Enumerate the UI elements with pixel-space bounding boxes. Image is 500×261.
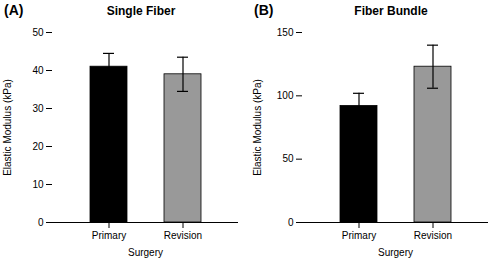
svg-text:Revision: Revision xyxy=(414,230,452,241)
svg-text:100: 100 xyxy=(277,90,294,101)
svg-text:50: 50 xyxy=(32,27,44,38)
html-text:Fiber Bundle: Fiber Bundle xyxy=(354,4,428,18)
html-text:(B): (B) xyxy=(254,2,274,18)
svg-text:0: 0 xyxy=(38,217,44,228)
svg-text:20: 20 xyxy=(32,141,44,152)
html-text:Single Fiber: Single Fiber xyxy=(106,4,176,18)
svg-text:10: 10 xyxy=(32,179,44,190)
svg-text:Elastic Modulus (kPa): Elastic Modulus (kPa) xyxy=(2,79,13,176)
svg-text:0: 0 xyxy=(288,217,294,228)
svg-text:40: 40 xyxy=(32,65,44,76)
svg-text:Surgery: Surgery xyxy=(128,247,163,258)
svg-text:30: 30 xyxy=(32,103,44,114)
svg-text:Surgery: Surgery xyxy=(378,247,413,258)
svg-text:150: 150 xyxy=(277,27,294,38)
svg-text:Primary: Primary xyxy=(342,230,376,241)
svg-text:50: 50 xyxy=(282,153,294,164)
svg-text:Revision: Revision xyxy=(164,230,202,241)
html-text:(A): (A) xyxy=(4,2,24,18)
svg-text:Elastic Modulus (kPa): Elastic Modulus (kPa) xyxy=(252,79,263,176)
svg-text:Primary: Primary xyxy=(92,230,126,241)
